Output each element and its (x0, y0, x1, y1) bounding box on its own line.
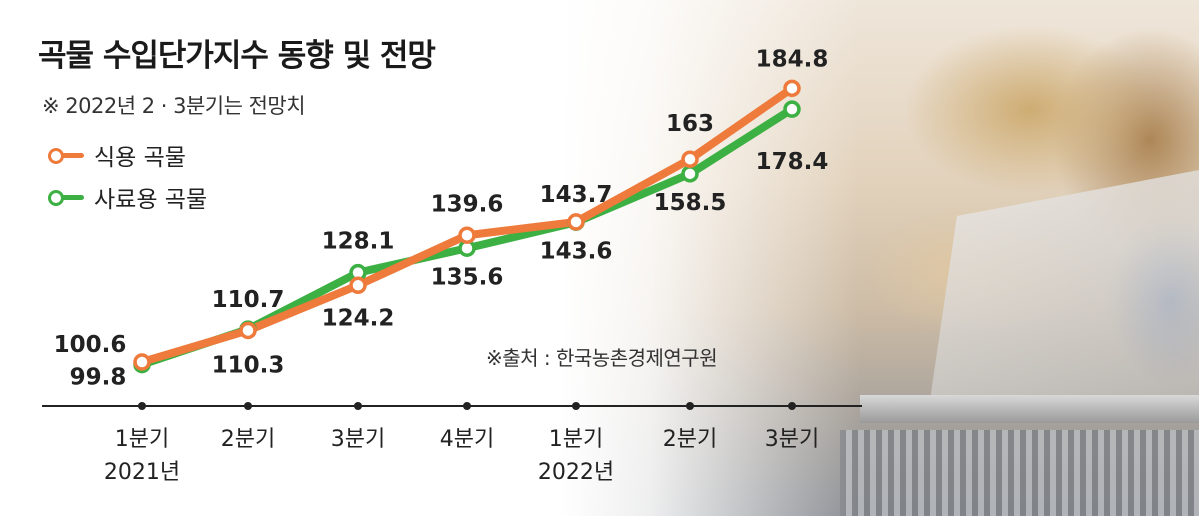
data-label-food-4: 143.7 (540, 182, 613, 208)
x-tick-year-0: 2021년 (104, 460, 180, 485)
chart-subtitle: ※ 2022년 2 · 3분기는 전망치 (42, 94, 306, 118)
legend-swatch-feed (44, 187, 86, 207)
legend-item-food: 식용 곡물 (44, 140, 186, 171)
x-tick-label-2: 3분기 (331, 427, 385, 452)
legend-label-feed: 사료용 곡물 (94, 187, 208, 213)
x-tick-label-3: 4분기 (440, 427, 494, 452)
x-tick-year-4: 2022년 (538, 460, 614, 485)
point-feed-6 (783, 100, 801, 118)
photo-fade (560, 0, 860, 516)
x-tick-label-0: 1분기 (115, 427, 169, 452)
data-label-feed-1: 110.7 (212, 287, 285, 313)
data-label-food-1: 110.3 (212, 352, 285, 378)
chart-title: 곡물 수입단가지수 동향 및 전망 (38, 38, 436, 74)
data-label-feed-4: 143.6 (540, 238, 613, 264)
x-axis-tick-5 (686, 402, 694, 410)
data-label-food-5: 163 (666, 111, 714, 137)
point-food-5 (681, 150, 699, 168)
x-axis-tick-4 (572, 402, 580, 410)
point-food-0 (133, 353, 151, 371)
x-tick-label-4: 1분기 (549, 427, 603, 452)
legend-label-food: 식용 곡물 (94, 145, 186, 171)
point-feed-5 (681, 165, 699, 183)
data-label-feed-2: 128.1 (322, 229, 395, 255)
x-tick-label-5: 2분기 (663, 427, 717, 452)
point-food-1 (239, 321, 257, 340)
data-label-food-2: 124.2 (322, 305, 395, 331)
photo-rail (860, 395, 1199, 423)
data-label-food-3: 139.6 (431, 191, 504, 217)
data-label-feed-3: 135.6 (431, 264, 504, 290)
x-axis-tick-6 (788, 402, 796, 410)
data-label-food-0: 100.6 (54, 332, 127, 358)
x-tick-label-6: 3분기 (765, 427, 819, 452)
data-label-feed-0: 99.8 (70, 365, 127, 391)
point-food-4 (567, 213, 585, 231)
x-axis-tick-1 (244, 402, 252, 410)
x-axis-tick-0 (138, 402, 146, 410)
x-axis-tick-3 (463, 402, 471, 410)
data-label-food-6: 184.8 (756, 46, 829, 72)
legend-swatch-food (44, 145, 86, 165)
source-note: ※출처 : 한국농촌경제연구원 (486, 346, 718, 370)
data-label-feed-6: 178.4 (756, 149, 829, 175)
x-axis-tick-2 (354, 402, 362, 410)
point-food-6 (783, 79, 801, 98)
x-tick-label-1: 2분기 (221, 427, 275, 452)
point-food-2 (349, 276, 367, 295)
legend-item-feed: 사료용 곡물 (44, 182, 208, 213)
photo-grid (840, 430, 1199, 516)
data-label-feed-5: 158.5 (654, 190, 727, 216)
point-food-3 (458, 226, 476, 244)
